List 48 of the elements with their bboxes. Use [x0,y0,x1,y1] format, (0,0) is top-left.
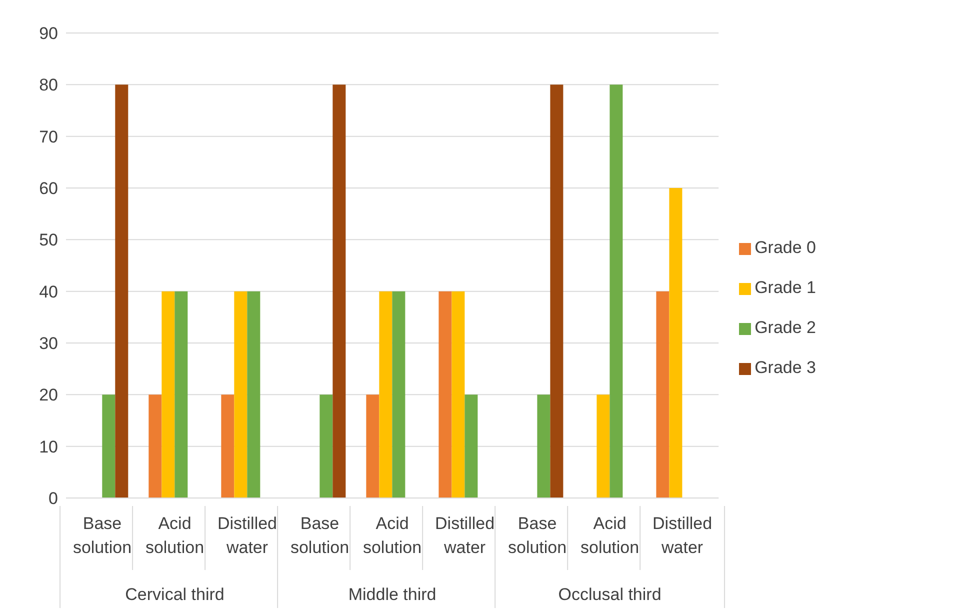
bar [174,291,188,498]
y-tick-label: 40 [39,282,58,302]
bar [669,188,682,498]
bar [320,394,333,498]
y-tick-label: 80 [39,76,58,95]
bar [366,394,380,498]
bar [392,291,406,498]
x-tick-label: Distilled water [652,514,712,557]
y-tick-label: 0 [48,489,58,508]
bar [102,394,116,498]
bar [162,291,175,498]
x-tick-label: Acid solution [362,514,422,557]
x-tick-label: Acid solution [145,514,204,557]
y-tick-label: 20 [39,386,58,405]
bar [537,394,550,498]
y-tick-label: 10 [39,437,58,456]
bar [115,84,128,498]
y-tick-label: 50 [39,230,58,250]
bar [464,394,478,498]
y-tick-label: 90 [39,24,58,44]
bar [221,394,234,498]
bar [610,84,623,498]
bar [148,394,162,498]
x-tick-label: Base solution [72,514,132,557]
bar [332,84,346,498]
bar [656,291,670,498]
legend-label: Grade 1 [754,278,816,297]
y-tick-label: 60 [39,179,58,198]
bar [452,291,465,498]
x-tick-label: Distilled water [218,514,278,557]
text: Cervical third [125,585,224,604]
bar [550,84,564,498]
bar [379,291,392,498]
x-tick-label: Distilled water [435,514,495,557]
x-tick-label: Base solution [508,514,567,557]
bar [596,394,610,498]
legend-label: Grade 2 [754,318,816,337]
text: Middle third [348,585,436,604]
x-tick-label: Base solution [290,514,350,557]
legend-label: Grade 3 [754,358,816,377]
text: Occlusal third [558,585,662,604]
y-tick-label: 30 [39,334,58,354]
y-tick-label: 70 [39,127,58,146]
bar [438,291,452,498]
x-tick-label: Acid solution [580,514,640,557]
legend-label: Grade 0 [754,238,816,257]
bar [234,291,248,498]
bar [247,291,260,498]
